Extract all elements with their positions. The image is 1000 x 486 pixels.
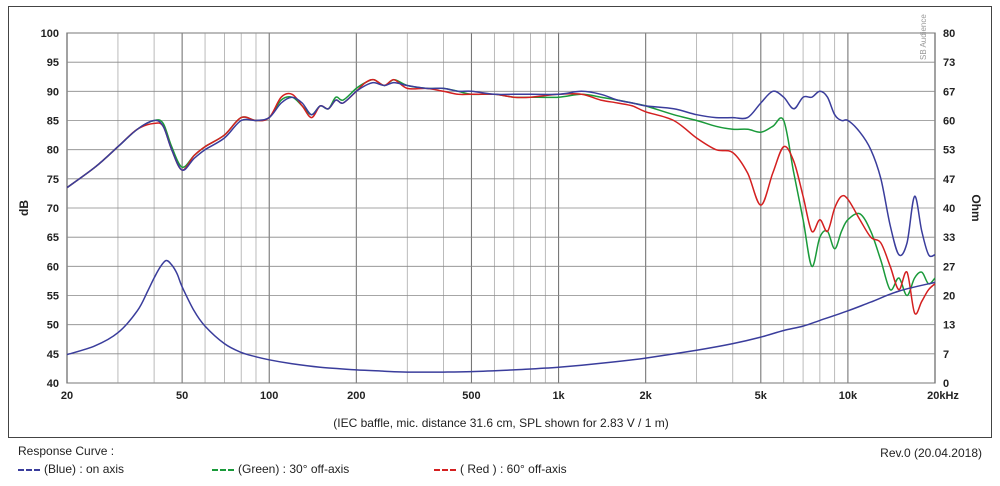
y2-tick-label: 20 — [943, 291, 955, 303]
y2-tick-label: 73 — [943, 57, 955, 69]
frequency-response-chart: 40 0 45 7 50 13 55 20 60 27 65 33 70 40 75 47 80 53 85 60 90… — [17, 14, 983, 430]
x-tick-label: 100 — [260, 390, 278, 402]
y2-tick-label: 33 — [943, 232, 955, 244]
y2-tick-label: 7 — [943, 349, 949, 361]
legend: Response Curve : (Blue) : on axis (Green… — [12, 442, 988, 484]
y2-tick-label: 13 — [943, 320, 955, 332]
series-line-60-deg — [66, 78, 936, 315]
y2-tick-label: 53 — [943, 145, 955, 157]
legend-entry-red: ( Red ) : 60° off-axis — [434, 462, 567, 476]
y2-tick-label: 60 — [943, 116, 955, 128]
y2-axis-label: Ohm — [969, 194, 983, 221]
y-tick-label: 65 — [47, 232, 59, 244]
y2-tick-label: 80 — [943, 28, 955, 40]
y-tick-label: 60 — [47, 261, 59, 273]
grid — [66, 32, 936, 384]
legend-swatch-blue — [18, 468, 40, 471]
x-tick-label: 500 — [462, 390, 480, 402]
x-tick-label: 5k — [755, 390, 768, 402]
x-tick-label: 20 — [61, 390, 73, 402]
y-tick-label: 90 — [47, 86, 59, 98]
x-tick-label: 20kHz — [927, 390, 959, 402]
legend-entry-green: (Green) : 30° off-axis — [212, 462, 349, 476]
series-line-on-axis — [66, 81, 936, 258]
y2-tick-label: 47 — [943, 174, 955, 186]
y-tick-label: 75 — [47, 174, 59, 186]
y2-tick-label: 27 — [943, 261, 955, 273]
y-tick-label: 95 — [47, 57, 59, 69]
chart-caption: (IEC baffle, mic. distance 31.6 cm, SPL … — [333, 416, 668, 430]
y-tick-label: 50 — [47, 320, 59, 332]
chart-frame — [8, 6, 992, 438]
y2-tick-label: 40 — [943, 203, 955, 215]
x-tick-label: 10k — [839, 390, 858, 402]
y2-tick-label: 0 — [943, 378, 949, 390]
x-tick-label: 50 — [176, 390, 188, 402]
series-lines — [66, 78, 936, 373]
series-line-30-deg — [66, 78, 936, 297]
y2-tick-label: 67 — [943, 86, 955, 98]
y-axis-label: dB — [17, 200, 31, 216]
y-tick-label: 70 — [47, 203, 59, 215]
x-tick-label: 2k — [640, 390, 653, 402]
watermark: SB Audience — [919, 14, 928, 60]
y-tick-label: 85 — [47, 116, 59, 128]
series-line-impedance — [66, 259, 936, 373]
legend-swatch-green — [212, 468, 234, 471]
revision-label: Rev.0 (20.04.2018) — [880, 446, 982, 460]
x-tick-label: 1k — [552, 390, 565, 402]
legend-title: Response Curve : — [18, 444, 115, 458]
y-tick-label: 40 — [47, 378, 59, 390]
x-tick-label: 200 — [347, 390, 365, 402]
y-tick-label: 55 — [47, 291, 59, 303]
legend-entry-blue: (Blue) : on axis — [18, 462, 124, 476]
y-tick-label: 100 — [41, 28, 59, 40]
y-tick-label: 45 — [47, 349, 59, 361]
legend-swatch-red — [434, 468, 456, 471]
y-tick-label: 80 — [47, 145, 59, 157]
axis-ticks: 40 0 45 7 50 13 55 20 60 27 65 33 70 40 75 47 80 53 85 60 90… — [41, 28, 960, 402]
